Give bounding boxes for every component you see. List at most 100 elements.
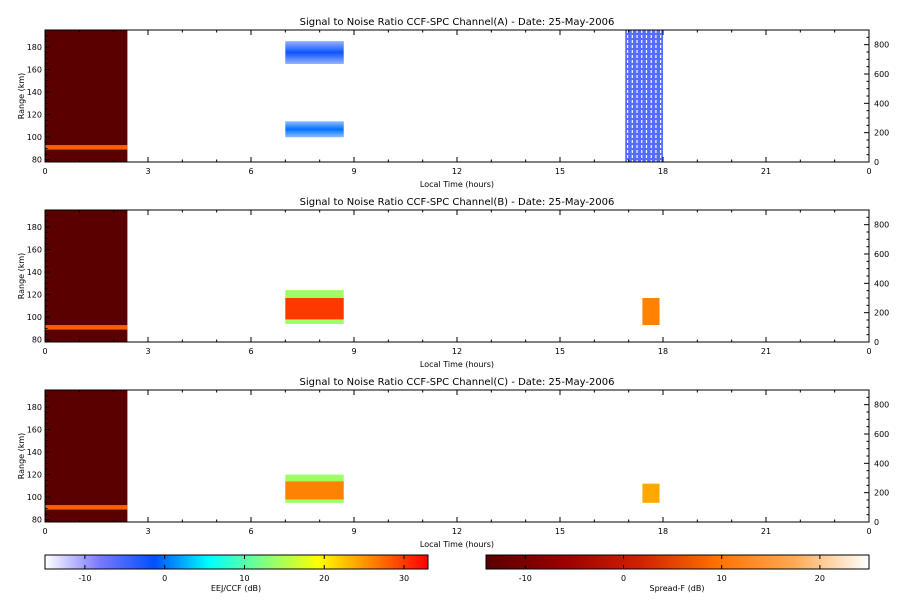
x-tick-label: 12 xyxy=(452,347,462,356)
x-tick-label: 0 xyxy=(866,527,871,536)
y-tick-label: 100 xyxy=(27,133,42,142)
plot-area xyxy=(45,210,869,342)
heatmap-region-spreadf_block xyxy=(45,390,128,522)
x-tick-label: 6 xyxy=(248,527,253,536)
x-tick-label: 9 xyxy=(351,167,356,176)
y-tick-label: 140 xyxy=(27,88,42,97)
x-tick-label: 15 xyxy=(555,527,565,536)
x-tick-label: 0 xyxy=(42,167,47,176)
x-tick-label: 18 xyxy=(658,347,668,356)
x-axis-label: Local Time (hours) xyxy=(420,540,494,549)
colorbar-spreadf-label: Spread-F (dB) xyxy=(649,584,704,593)
panel-channel-c: Signal to Noise Ratio CCF-SPC Channel(C)… xyxy=(17,377,889,549)
heatmap-region-spreadf_block xyxy=(45,210,128,342)
y-tick-label: 120 xyxy=(27,471,42,480)
y2-tick-label: 800 xyxy=(874,41,889,50)
heatmap-region-spreadf_block xyxy=(45,30,128,162)
y2-tick-label: 200 xyxy=(874,129,889,138)
y-tick-label: 160 xyxy=(27,425,42,434)
panel-title: Signal to Noise Ratio CCF-SPC Channel(B)… xyxy=(300,197,615,208)
x-tick-label: 21 xyxy=(761,167,771,176)
y2-tick-label: 200 xyxy=(874,309,889,318)
y2-tick-label: 800 xyxy=(874,401,889,410)
x-tick-label: 0 xyxy=(42,347,47,356)
heatmap-region-spreadf_band xyxy=(45,505,128,510)
heatmap-region-shading xyxy=(285,121,344,138)
y2-tick-label: 400 xyxy=(874,99,889,108)
plot-area xyxy=(45,390,869,522)
heatmap-region-eej xyxy=(285,298,344,320)
heatmap-region-eej xyxy=(642,298,660,326)
y2-tick-label: 600 xyxy=(874,250,889,259)
colorbar-eej: -10 0 10 20 30 EEJ/CCF (dB) xyxy=(44,554,429,593)
colorbar-eej-tick-label: -10 xyxy=(78,574,91,583)
y-tick-label: 120 xyxy=(27,111,42,120)
x-tick-label: 12 xyxy=(452,167,462,176)
colorbar-eej-bar xyxy=(44,554,429,570)
y2-tick-label: 400 xyxy=(874,279,889,288)
colorbar-spreadf-bar xyxy=(485,554,870,570)
x-tick-label: 3 xyxy=(145,167,150,176)
panel-title: Signal to Noise Ratio CCF-SPC Channel(A)… xyxy=(300,17,615,28)
x-tick-label: 0 xyxy=(42,527,47,536)
y-tick-label: 120 xyxy=(27,291,42,300)
y-tick-label: 160 xyxy=(27,65,42,74)
panel-channel-a: Signal to Noise Ratio CCF-SPC Channel(A)… xyxy=(17,17,889,189)
colorbar-eej-tick-label: 10 xyxy=(239,574,249,583)
colorbar-eej-tick-label: 0 xyxy=(162,574,167,583)
y2-tick-label: 200 xyxy=(874,489,889,498)
heatmap-region-eej xyxy=(625,30,663,162)
x-tick-label: 15 xyxy=(555,167,565,176)
y-axis-label: Range (km) xyxy=(17,253,26,300)
colorbar-eej-label: EEJ/CCF (dB) xyxy=(211,584,261,593)
y-tick-label: 100 xyxy=(27,493,42,502)
y-axis-label: Range (km) xyxy=(17,73,26,120)
x-tick-label: 6 xyxy=(248,347,253,356)
colorbar-spreadf-tick-label: 10 xyxy=(717,574,727,583)
colorbar-spreadf: -10 0 10 20 Spread-F (dB) xyxy=(485,554,870,593)
x-tick-label: 12 xyxy=(452,527,462,536)
y-tick-label: 100 xyxy=(27,313,42,322)
panel-channel-b: Signal to Noise Ratio CCF-SPC Channel(B)… xyxy=(17,197,889,369)
x-tick-label: 18 xyxy=(658,167,668,176)
panel-title: Signal to Noise Ratio CCF-SPC Channel(C)… xyxy=(300,377,615,388)
colorbar-eej-tick-label: 20 xyxy=(319,574,329,583)
heatmap-region-spreadf_band xyxy=(45,145,128,150)
y-tick-label: 80 xyxy=(32,336,42,345)
x-tick-label: 9 xyxy=(351,527,356,536)
x-tick-label: 18 xyxy=(658,527,668,536)
y-tick-label: 180 xyxy=(27,43,42,52)
colorbar-spreadf-tick-label: 0 xyxy=(621,574,626,583)
colorbar-eej-tick-label: 30 xyxy=(399,574,409,583)
y-axis-label: Range (km) xyxy=(17,433,26,480)
heatmap-region-spreadf_band xyxy=(45,325,128,330)
y2-tick-label: 0 xyxy=(874,338,879,347)
y2-tick-label: 0 xyxy=(874,518,879,527)
x-tick-label: 0 xyxy=(866,167,871,176)
heatmap-region-eej xyxy=(642,483,660,503)
y-tick-label: 140 xyxy=(27,448,42,457)
x-tick-label: 6 xyxy=(248,167,253,176)
y-tick-label: 180 xyxy=(27,223,42,232)
heatmap-region-eej xyxy=(285,481,344,500)
x-tick-label: 0 xyxy=(866,347,871,356)
plot-area xyxy=(45,30,869,162)
x-tick-label: 3 xyxy=(145,347,150,356)
y-tick-label: 80 xyxy=(32,516,42,525)
x-axis-label: Local Time (hours) xyxy=(420,180,494,189)
x-tick-label: 15 xyxy=(555,347,565,356)
y2-tick-label: 800 xyxy=(874,221,889,230)
x-tick-label: 9 xyxy=(351,347,356,356)
x-axis-label: Local Time (hours) xyxy=(420,360,494,369)
y2-tick-label: 600 xyxy=(874,430,889,439)
heatmap-region-shading xyxy=(285,41,344,64)
y2-tick-label: 400 xyxy=(874,459,889,468)
y-tick-label: 160 xyxy=(27,245,42,254)
colorbar-spreadf-tick-label: -10 xyxy=(519,574,532,583)
y2-tick-label: 0 xyxy=(874,158,879,167)
colorbar-spreadf-tick-label: 20 xyxy=(815,574,825,583)
y-tick-label: 180 xyxy=(27,403,42,412)
y2-tick-label: 600 xyxy=(874,70,889,79)
x-tick-label: 21 xyxy=(761,347,771,356)
